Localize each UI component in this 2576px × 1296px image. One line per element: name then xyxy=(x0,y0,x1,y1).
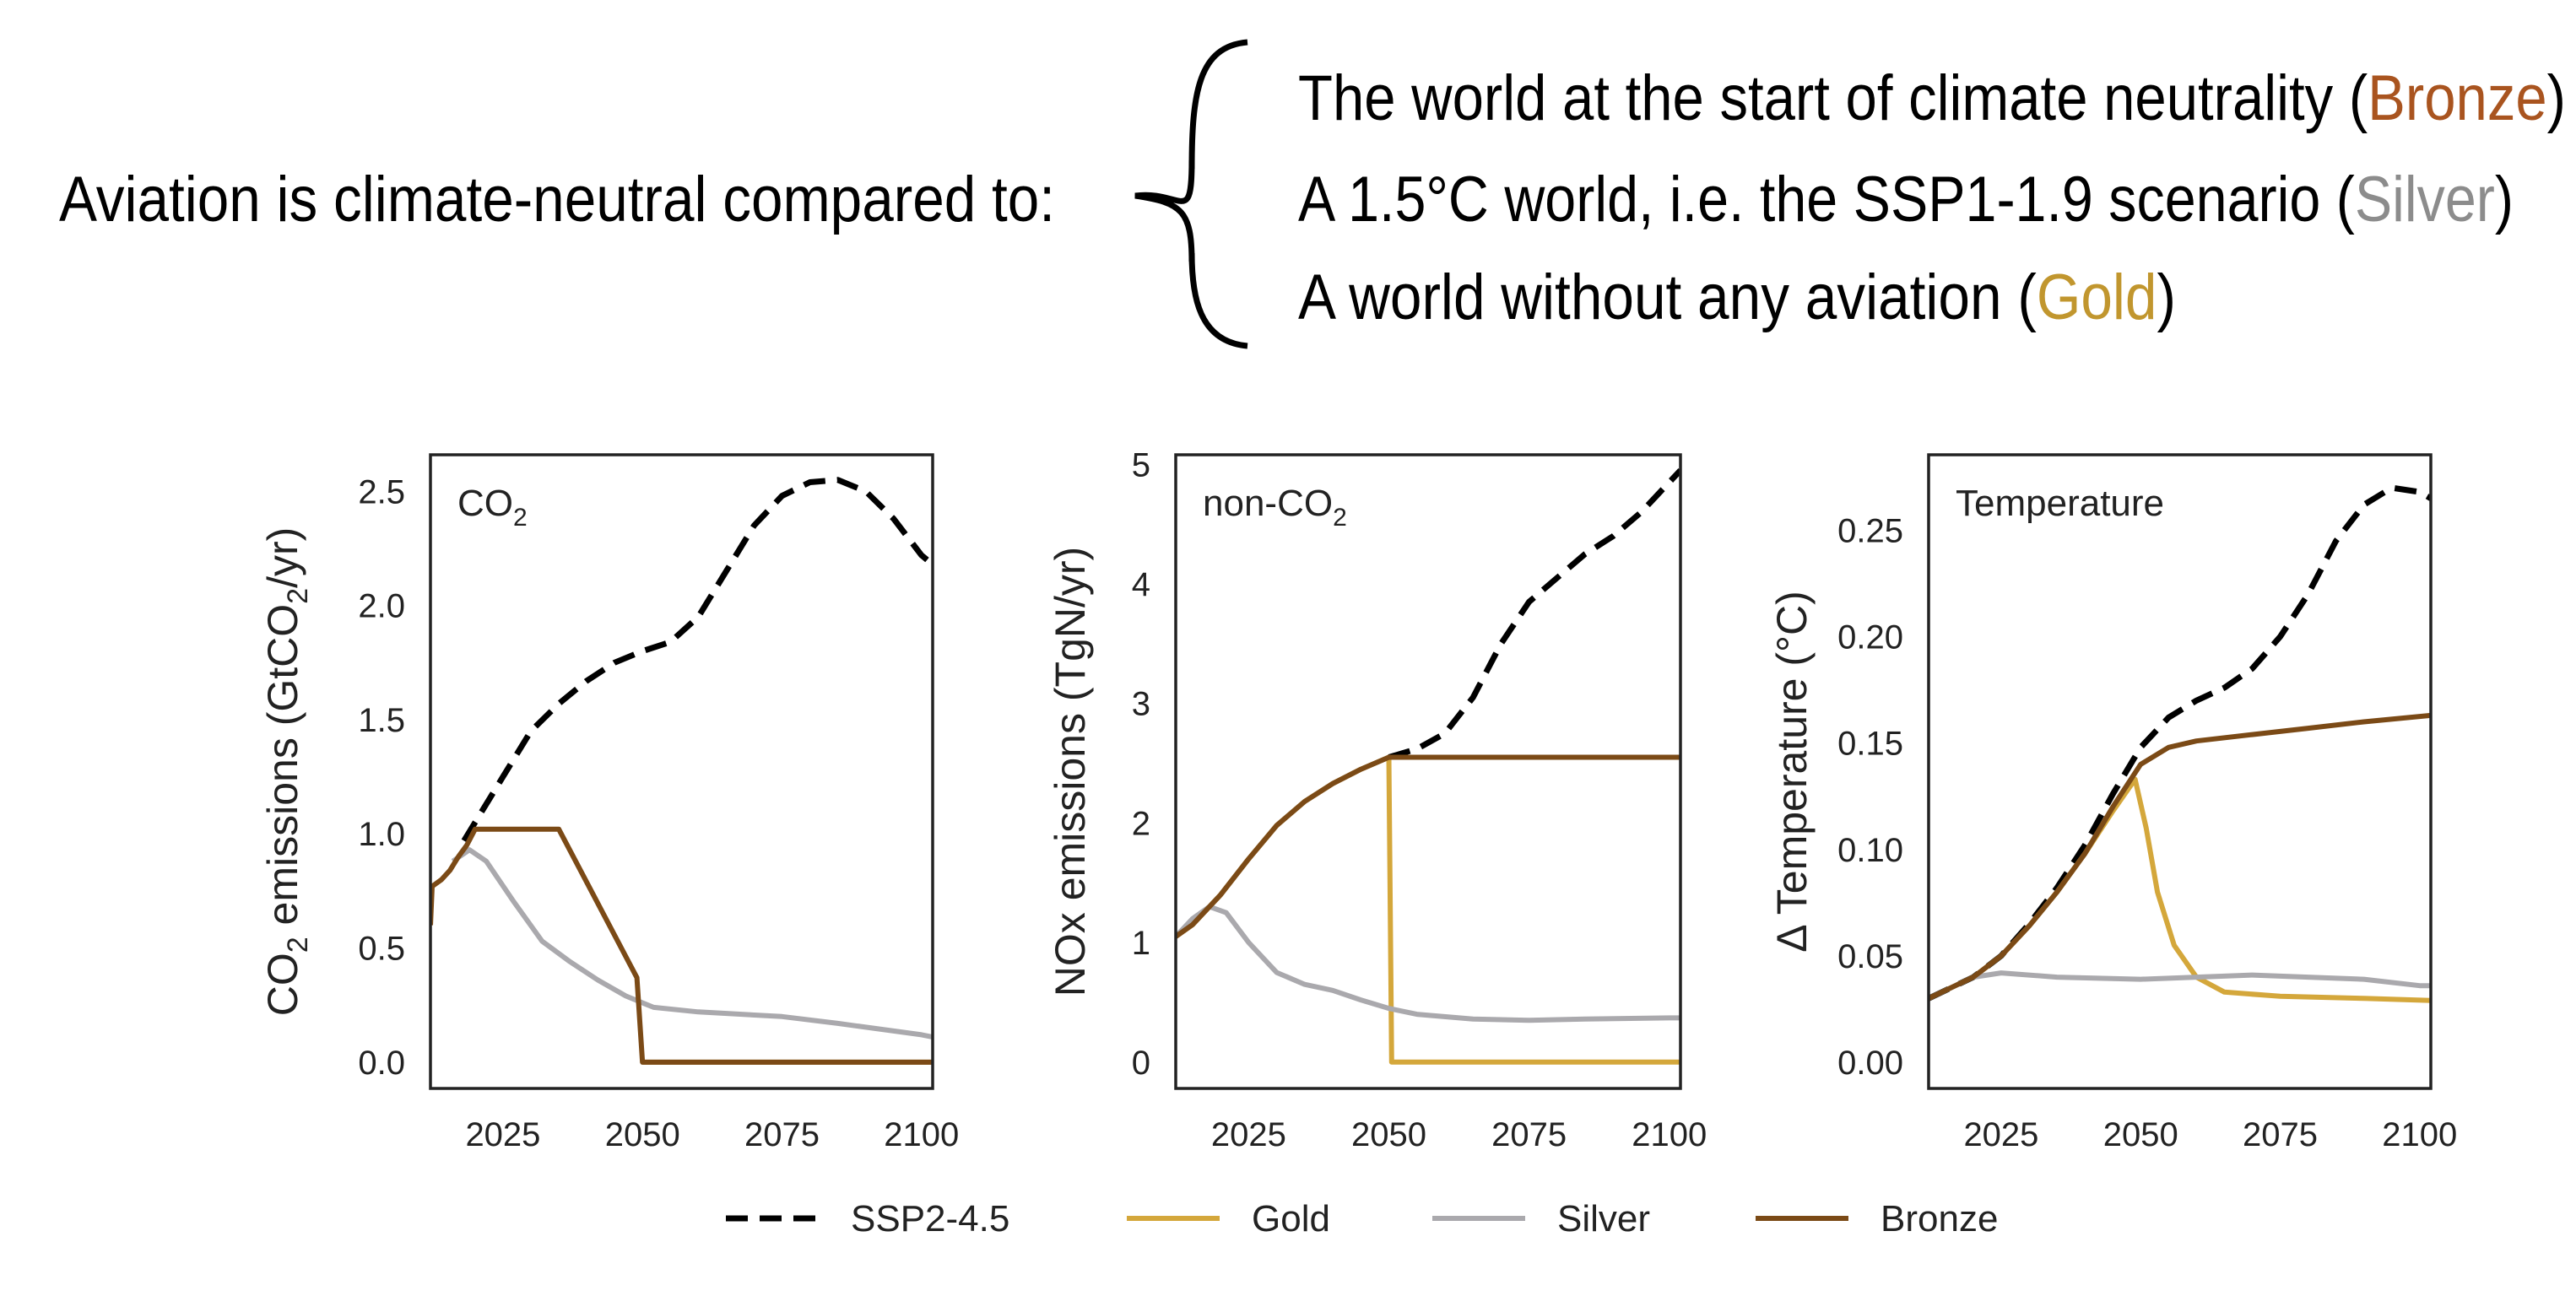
series-line-gold xyxy=(1929,776,2431,1003)
bronze-key: Bronze xyxy=(2368,62,2546,134)
x-tick-label: 2100 xyxy=(2382,1116,2457,1153)
x-tick-label: 2075 xyxy=(744,1116,820,1153)
series-line-silver xyxy=(1176,904,1680,1023)
header-line-bronze: The world at the start of climate neutra… xyxy=(1298,62,2566,134)
header-line-text: A world without any aviation ( xyxy=(1298,262,2037,333)
y-tick-label: 0 xyxy=(1132,1045,1150,1082)
y-tick-label: 1 xyxy=(1132,925,1150,962)
y-tick-label: 4 xyxy=(1132,566,1150,603)
y-tick-label: 2 xyxy=(1132,805,1150,842)
series-line-ssp2-4.5 xyxy=(1388,468,1680,760)
legend-item-gold: Gold xyxy=(1127,1198,1330,1239)
x-tick-label: 2100 xyxy=(1632,1116,1707,1153)
y-tick-label: 5 xyxy=(1132,446,1150,483)
silver-key: Silver xyxy=(2355,164,2495,235)
y-tick-label: 0.0 xyxy=(358,1045,405,1082)
header-line-silver: A 1.5°C world, i.e. the SSP1-1.9 scenari… xyxy=(1298,164,2514,235)
panel-1: 2025 2050 2075 2100 0.0 0.5 1.0 1.5 2.0 2.5 CO2 CO2… xyxy=(259,453,959,1153)
y-axis-label: NOx emissions (TgN/yr) xyxy=(1047,547,1094,996)
legend-item-bronze: Bronze xyxy=(1756,1198,1998,1239)
header-line-text: The world at the start of climate neutra… xyxy=(1298,62,2368,134)
axes-frame xyxy=(429,453,934,1090)
y-tick-label: 0.10 xyxy=(1837,832,1903,869)
y-tick-label: 2.0 xyxy=(358,588,405,625)
x-tick-label: 2025 xyxy=(1963,1116,2038,1153)
gold-key: Gold xyxy=(2037,262,2157,333)
legend-item-silver: Silver xyxy=(1432,1198,1650,1239)
panel-3: 2025 2050 2075 2100 0.00 0.05 0.10 0.15 0.20 0.25… xyxy=(1768,453,2457,1153)
legend: SSP2-4.5 Gold Silver Bronze xyxy=(726,1198,1998,1239)
y-tick-label: 0.00 xyxy=(1837,1045,1903,1082)
y-axis-label: CO2 emissions (GtCO2/yr) xyxy=(259,527,314,1017)
y-tick-label: 1.5 xyxy=(358,702,405,739)
x-tick-label: 2050 xyxy=(2103,1116,2178,1153)
series-line-bronze xyxy=(1176,754,1680,939)
y-tick-label: 0.5 xyxy=(358,931,405,968)
series-line-silver xyxy=(1929,970,2431,1002)
legend-label: Bronze xyxy=(1881,1198,1998,1239)
curly-brace xyxy=(1134,39,1248,349)
header-line-close: ) xyxy=(2157,262,2176,333)
x-tick-label: 2050 xyxy=(605,1116,680,1153)
header-line-gold: A world without any aviation (Gold) xyxy=(1298,262,2176,333)
panel-title: Temperature xyxy=(1956,483,2164,524)
x-tick-label: 2075 xyxy=(2243,1116,2318,1153)
x-tick-label: 2075 xyxy=(1491,1116,1567,1153)
x-tick-label: 2050 xyxy=(1351,1116,1426,1153)
series-line-bronze xyxy=(430,826,933,1065)
header-line-close: ) xyxy=(2495,164,2514,235)
series-line-silver xyxy=(451,847,933,1040)
panel-title: CO2 xyxy=(457,483,528,532)
legend-label: Gold xyxy=(1252,1198,1330,1239)
panel-title: non-CO2 xyxy=(1203,483,1347,532)
x-tick-label: 2025 xyxy=(465,1116,540,1153)
header-lead: Aviation is climate-neutral compared to: xyxy=(59,164,1055,235)
series-line-ssp2-4.5 xyxy=(461,477,933,843)
y-tick-label: 0.20 xyxy=(1837,619,1903,656)
x-tick-label: 2025 xyxy=(1211,1116,1286,1153)
x-tick-label: 2100 xyxy=(884,1116,959,1153)
legend-item-ssp2-4.5: SSP2-4.5 xyxy=(726,1198,1009,1239)
y-axis-label: Δ Temperature (°C) xyxy=(1768,591,1816,953)
series-line-ssp2-4.5 xyxy=(1929,484,2431,1002)
y-tick-label: 0.25 xyxy=(1837,513,1903,550)
panel-2: 2025 2050 2075 2100 0 1 2 3 4 5 non-CO2 NOx emissio… xyxy=(1047,446,1707,1153)
header-line-close: ) xyxy=(2547,62,2566,134)
header-line-text: A 1.5°C world, i.e. the SSP1-1.9 scenari… xyxy=(1298,164,2355,235)
axes-frame xyxy=(1927,453,2433,1090)
legend-label: SSP2-4.5 xyxy=(851,1198,1009,1239)
legend-label: Silver xyxy=(1557,1198,1650,1239)
y-tick-label: 3 xyxy=(1132,686,1150,723)
y-tick-label: 0.15 xyxy=(1837,726,1903,763)
y-tick-label: 2.5 xyxy=(358,473,405,510)
axes-frame xyxy=(1174,453,1682,1090)
series-line-bronze xyxy=(1929,712,2431,1002)
y-tick-label: 1.0 xyxy=(358,816,405,853)
y-tick-label: 0.05 xyxy=(1837,938,1903,975)
